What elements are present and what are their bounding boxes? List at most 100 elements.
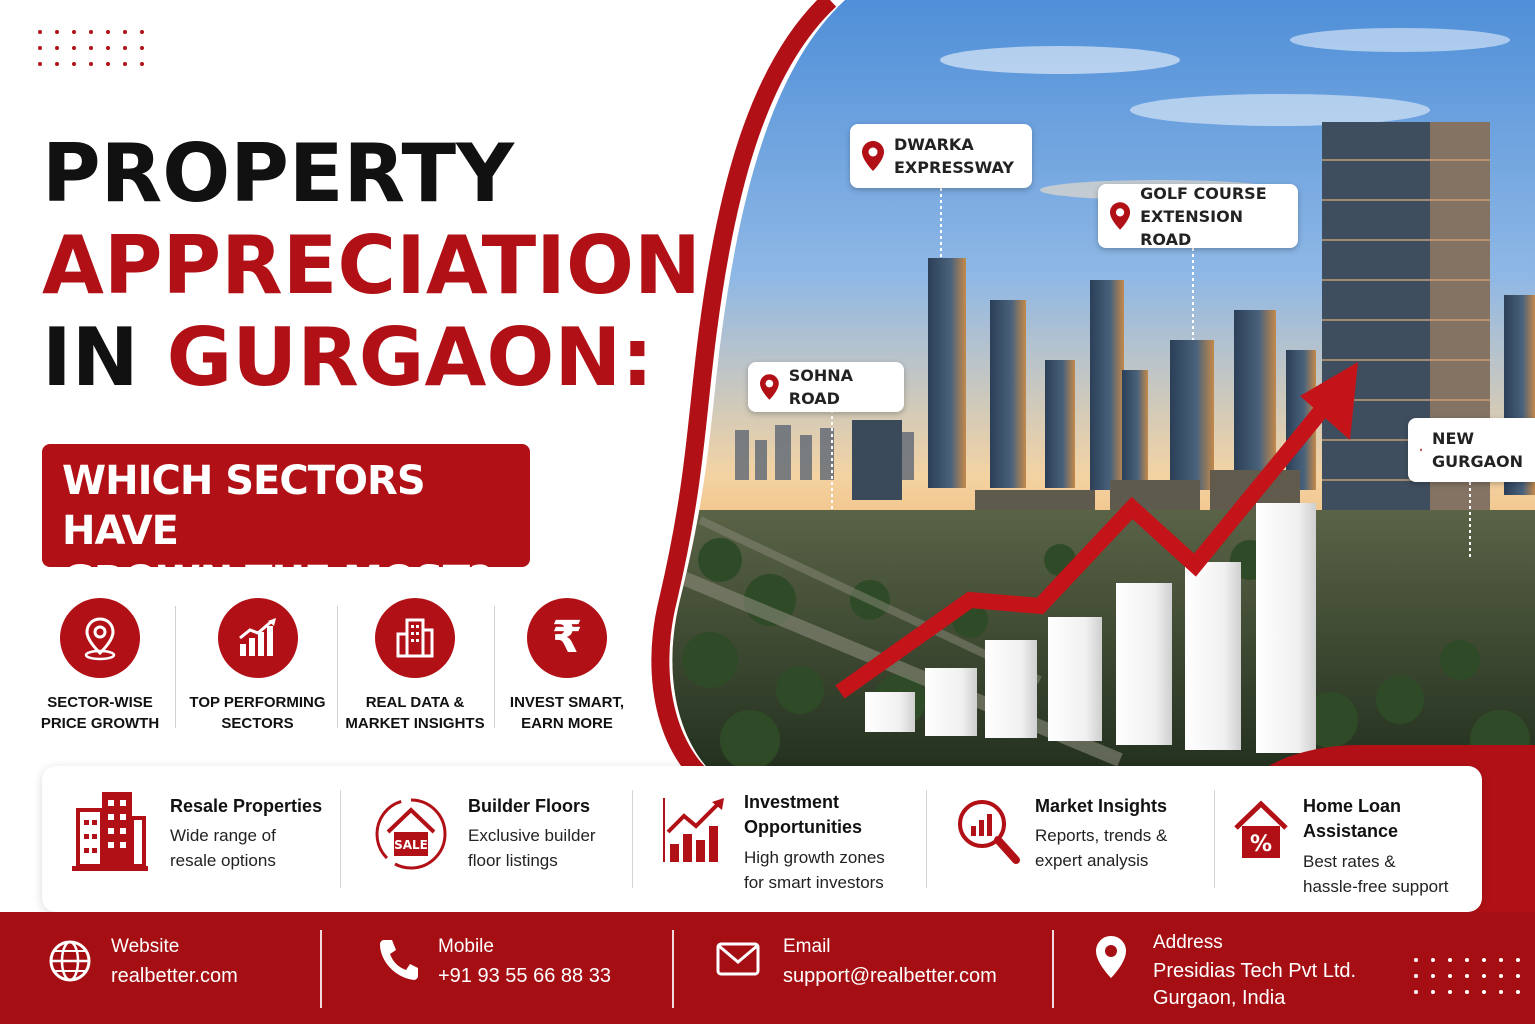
feature-sector-wise: SECTOR-WISE PRICE GROWTH xyxy=(30,598,170,734)
feature-label: SECTOR-WISE xyxy=(47,694,153,711)
website-link[interactable]: realbetter.com xyxy=(111,965,238,987)
service-description: for smart investors xyxy=(744,873,884,892)
globe-icon xyxy=(48,939,92,988)
services-card: Resale Properties Wide range of resale o… xyxy=(42,766,1482,912)
footer-label: Mobile xyxy=(438,936,494,957)
service-description: Exclusive builder xyxy=(468,826,596,845)
mail-icon xyxy=(716,942,760,981)
divider xyxy=(320,930,322,1008)
divider xyxy=(337,606,338,728)
footer-label: Website xyxy=(111,936,180,957)
divider xyxy=(926,790,927,888)
service-title: Investment xyxy=(744,792,840,812)
footer-email[interactable]: Email support@realbetter.com xyxy=(716,912,1036,1024)
divider xyxy=(1214,790,1215,888)
feature-row: SECTOR-WISE PRICE GROWTH TOP PERFORMING SE… xyxy=(30,598,640,733)
feature-real-data: REAL DATA & MARKET INSIGHTS xyxy=(345,598,485,734)
service-description: floor listings xyxy=(468,851,558,870)
service-description: resale options xyxy=(170,851,276,870)
service-resale-properties[interactable]: Resale Properties Wide range of resale o… xyxy=(70,766,340,912)
location-pin-dwarka-expressway: DWARKA EXPRESSWAY xyxy=(850,124,1032,188)
service-description: hassle-free support xyxy=(1303,877,1449,896)
feature-label: MARKET INSIGHTS xyxy=(345,715,485,732)
buildings-icon xyxy=(70,788,150,879)
divider xyxy=(340,790,341,888)
phone-number[interactable]: +91 93 55 66 88 33 xyxy=(438,965,611,987)
footer-label: Email xyxy=(783,936,831,957)
location-name: GURGAON xyxy=(1432,452,1523,471)
service-title: Market Insights xyxy=(1035,796,1168,816)
divider xyxy=(632,790,633,888)
building-icon xyxy=(375,598,455,678)
divider xyxy=(672,930,674,1008)
sale-house-icon: SALE xyxy=(372,792,450,877)
rupee-icon: ₹ xyxy=(527,598,607,678)
feature-label: SECTORS xyxy=(221,715,294,732)
decorative-dots xyxy=(1414,958,1520,994)
service-builder-floors[interactable]: SALE Builder Floors Exclusive builder fl… xyxy=(370,766,630,912)
bar-chart-growth-icon xyxy=(217,598,298,678)
title-line-3-dark: IN xyxy=(42,311,167,404)
service-investment-opportunities[interactable]: Investment Opportunities High growth zon… xyxy=(662,766,926,912)
service-title: Assistance xyxy=(1303,821,1399,841)
location-name: EXTENSION ROAD xyxy=(1140,206,1244,249)
phone-icon xyxy=(378,936,418,985)
location-name: SOHNA ROAD xyxy=(788,366,854,408)
location-name: DWARKA xyxy=(894,135,974,154)
service-description: High growth zones xyxy=(744,848,885,867)
location-pin-golf-course-extension: GOLF COURSE EXTENSION ROAD xyxy=(1098,183,1298,249)
address-line: Presidias Tech Pvt Ltd. xyxy=(1153,960,1357,982)
location-pin-icon xyxy=(60,598,140,678)
feature-label: TOP PERFORMING xyxy=(189,694,326,711)
divider xyxy=(175,606,176,728)
contact-footer: Website realbetter.com Mobile +91 93 55 … xyxy=(0,912,1535,1024)
feature-invest-smart: ₹ INVEST SMART, EARN MORE xyxy=(502,598,632,734)
subheading-line-1: WHICH SECTORS HAVE xyxy=(62,458,426,554)
location-name: NEW xyxy=(1432,429,1475,448)
title-line-3-red: GURGAON: xyxy=(166,311,654,404)
footer-website[interactable]: Website realbetter.com xyxy=(48,912,308,1024)
service-title: Resale Properties xyxy=(170,796,323,816)
feature-label: INVEST SMART, xyxy=(509,694,625,711)
service-title: Home Loan xyxy=(1303,796,1402,816)
address-line: Gurgaon, India xyxy=(1153,987,1286,1009)
location-name: EXPRESSWAY xyxy=(894,158,1014,177)
decorative-dots xyxy=(38,30,144,66)
service-description: Reports, trends & xyxy=(1035,826,1168,845)
feature-label: PRICE GROWTH xyxy=(40,715,160,732)
feature-top-performing: TOP PERFORMING SECTORS xyxy=(185,598,330,734)
feature-label: REAL DATA & xyxy=(365,694,465,711)
footer-address: Address Presidias Tech Pvt Ltd. Gurgaon,… xyxy=(1094,912,1394,1024)
location-name: GOLF COURSE xyxy=(1140,183,1267,203)
subheading-line-2: GROWN THE MOST? xyxy=(62,558,492,604)
title-line-1: PROPERTY xyxy=(42,127,515,220)
hero-city-image xyxy=(640,0,1535,790)
map-pin-icon xyxy=(1094,934,1128,985)
footer-mobile[interactable]: Mobile +91 93 55 66 88 33 xyxy=(378,912,658,1024)
service-title: Opportunities xyxy=(744,817,862,837)
service-market-insights[interactable]: Market Insights Reports, trends & expert… xyxy=(954,766,1214,912)
growth-bars xyxy=(865,503,1316,753)
service-description: Wide range of xyxy=(170,826,276,845)
service-description: expert analysis xyxy=(1035,851,1149,870)
title-line-3: IN GURGAON: xyxy=(42,312,701,404)
divider xyxy=(1052,930,1054,1008)
email-link[interactable]: support@realbetter.com xyxy=(783,965,997,987)
divider xyxy=(494,606,495,728)
service-description: Best rates & xyxy=(1303,852,1396,871)
city-skyline-illustration xyxy=(651,0,1535,790)
feature-label: EARN MORE xyxy=(521,715,613,732)
house-percent-icon: % xyxy=(1232,800,1290,867)
magnifier-chart-icon xyxy=(954,796,1022,873)
page-title: PROPERTY APPRECIATION IN GURGAON: xyxy=(42,128,701,404)
location-pin-sohna-road: SOHNA ROAD xyxy=(748,362,904,412)
service-home-loan[interactable]: % Home Loan Assistance Best rates & hass… xyxy=(1232,766,1472,912)
svg-text:%: % xyxy=(1250,832,1272,857)
map-pin-icon xyxy=(1420,448,1423,452)
map-pin-icon xyxy=(760,374,779,400)
location-pin-new-gurgaon: NEW GURGAON xyxy=(1408,418,1535,482)
subheading-box: WHICH SECTORS HAVE GROWN THE MOST? xyxy=(42,444,530,604)
growth-chart-icon xyxy=(662,796,728,871)
footer-label: Address xyxy=(1153,932,1223,953)
map-pin-icon xyxy=(862,141,884,171)
